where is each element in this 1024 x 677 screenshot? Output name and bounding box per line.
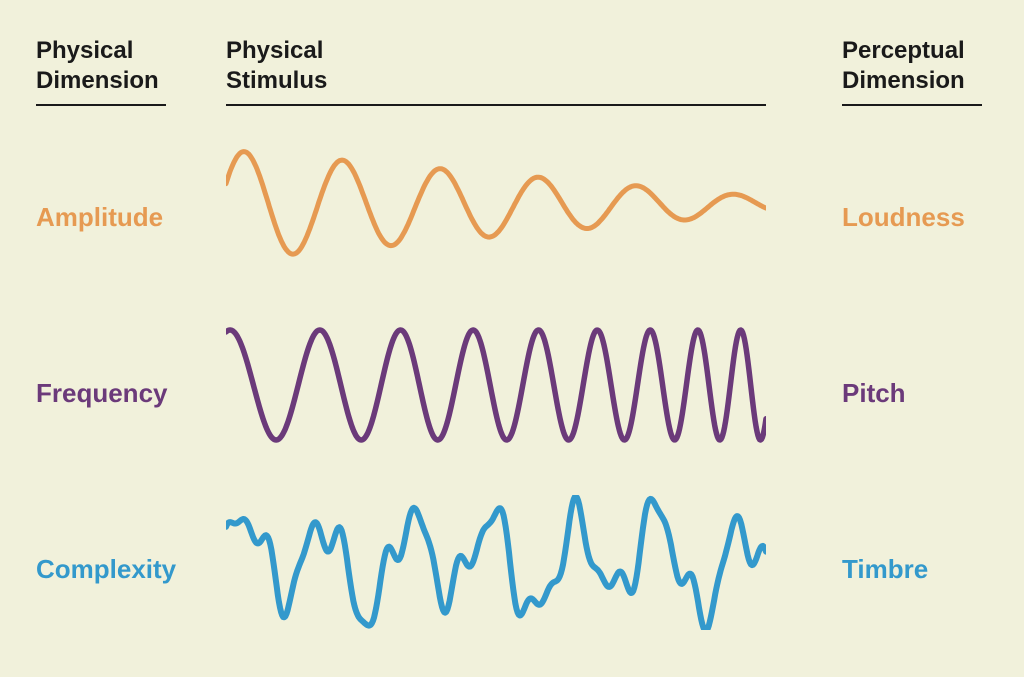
label-frequency: Frequency	[36, 378, 168, 409]
header-line2: Dimension	[36, 67, 159, 94]
header-line1: Perceptual	[842, 37, 965, 64]
label-pitch: Pitch	[842, 378, 906, 409]
header-physical-dimension: Physical Dimension	[36, 36, 159, 96]
header-underline-3	[842, 104, 982, 106]
header-line2: Stimulus	[226, 67, 327, 94]
wave-amplitude	[226, 140, 766, 270]
header-physical-stimulus: Physical Stimulus	[226, 36, 327, 96]
label-amplitude: Amplitude	[36, 202, 163, 233]
header-line1: Physical	[36, 37, 133, 64]
header-underline-1	[36, 104, 166, 106]
wave-frequency	[226, 320, 766, 450]
label-complexity: Complexity	[36, 554, 176, 585]
header-perceptual-dimension: Perceptual Dimension	[842, 36, 965, 96]
header-line1: Physical	[226, 37, 323, 64]
label-loudness: Loudness	[842, 202, 965, 233]
header-underline-2	[226, 104, 766, 106]
wave-complexity	[226, 495, 766, 630]
header-line2: Dimension	[842, 67, 965, 94]
label-timbre: Timbre	[842, 554, 928, 585]
